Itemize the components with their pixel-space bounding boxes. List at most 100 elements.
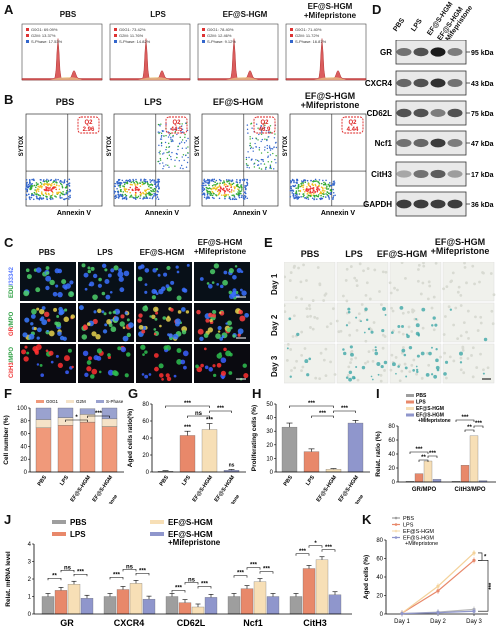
cell-ghost: [371, 348, 375, 352]
dot: [208, 179, 211, 181]
dot: [223, 183, 226, 185]
cell-ghost: [293, 366, 297, 370]
panel-label-e: E: [264, 235, 273, 250]
cell-ghost: [408, 370, 412, 373]
dot: [332, 188, 334, 191]
dot: [317, 181, 320, 184]
cell-ghost: [461, 348, 465, 352]
dot: [123, 188, 126, 191]
dot: [244, 185, 246, 187]
dot: [186, 161, 189, 164]
cell-ghost: [345, 299, 349, 303]
y-tick-label: 1: [28, 595, 32, 601]
cell-dot: [110, 268, 115, 273]
stacked-bar: [35, 419, 52, 428]
dot: [235, 193, 238, 195]
dot: [292, 196, 295, 198]
dot: [309, 194, 312, 197]
dot: [66, 180, 68, 183]
cell-ghost: [389, 368, 393, 372]
cell-dot: [101, 310, 105, 314]
dot: [178, 160, 180, 162]
cell-dot: [35, 287, 41, 293]
dot: [145, 197, 148, 199]
cell-dot: [232, 334, 236, 338]
dot: [151, 179, 154, 181]
dot: [157, 160, 159, 163]
cell-dot: [172, 333, 179, 340]
cell-dot: [107, 369, 114, 376]
dot: [185, 140, 188, 142]
cell-dot: [57, 268, 63, 274]
cell-ghost: [456, 337, 460, 340]
x-tick-label: PBS: [37, 474, 49, 487]
dot: [326, 191, 329, 194]
dot: [303, 194, 305, 197]
dot: [66, 183, 68, 186]
sig-bracket: [233, 575, 248, 578]
dot: [151, 196, 154, 199]
dot: [145, 189, 147, 192]
cell-dot: [88, 356, 93, 361]
cell-dot: [57, 331, 62, 336]
panel-d-header: PBS LPS EF@S-HGM EF@S-HGM +Mifepristone: [392, 1, 474, 46]
cell-ghost: [471, 264, 475, 268]
cell-ghost: [324, 374, 328, 377]
y-axis-label: SYTOX: [107, 136, 113, 156]
aged-cell: [416, 368, 419, 372]
cell-dot: [36, 363, 40, 366]
dot: [176, 153, 178, 155]
dot: [314, 178, 317, 181]
dot: [270, 161, 273, 163]
dot: [119, 186, 122, 188]
aged-cell: [433, 374, 438, 379]
dot: [142, 197, 145, 200]
cell-ghost: [300, 330, 304, 334]
dot: [157, 180, 159, 183]
dot: [237, 191, 239, 193]
aged-cell: [353, 376, 356, 380]
x-tick-label: CXCR4: [114, 618, 145, 628]
blot-band: [430, 109, 446, 117]
dot: [31, 185, 33, 187]
dot: [153, 179, 156, 182]
dot: [208, 182, 211, 184]
dot: [48, 183, 51, 185]
dot: [67, 183, 70, 185]
cell-dot: [180, 359, 186, 365]
cell-ghost: [479, 321, 483, 325]
dot: [227, 189, 229, 192]
panel-b-title-lps: LPS: [144, 97, 162, 107]
dot: [226, 185, 229, 188]
dot: [47, 184, 49, 187]
dot: [162, 167, 164, 170]
dot: [296, 182, 298, 185]
cell-dot: [218, 311, 222, 314]
dot: [323, 181, 325, 184]
cell-dot: [209, 269, 216, 275]
dot: [158, 178, 160, 181]
cell-dot: [203, 333, 209, 338]
cell-ghost: [463, 265, 467, 269]
dot: [157, 182, 160, 184]
cell-dot: [78, 305, 84, 311]
dot: [267, 156, 269, 159]
cell-dot: [96, 348, 103, 354]
dot: [204, 180, 206, 183]
cell-ghost: [452, 323, 456, 327]
dot: [181, 128, 184, 130]
dot: [113, 192, 116, 194]
cell-dot: [91, 331, 97, 337]
dot: [36, 188, 39, 190]
dot: [183, 142, 186, 144]
cell-dot: [23, 356, 29, 362]
aged-cell: [415, 323, 420, 328]
cell-dot: [216, 363, 222, 368]
legend-label: LPS: [416, 400, 426, 406]
cell-dot: [166, 376, 172, 382]
dot: [157, 123, 160, 126]
aged-cell: [347, 310, 351, 314]
cell-dot: [113, 265, 119, 271]
sig-label: ***: [341, 406, 349, 412]
